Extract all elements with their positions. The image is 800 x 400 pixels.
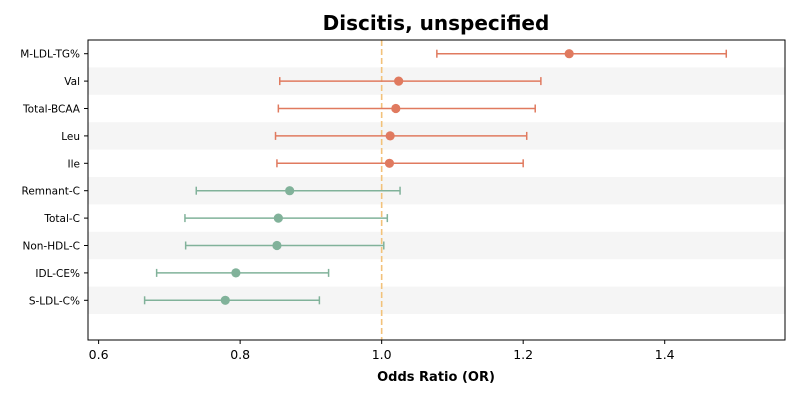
y-axis: M-LDL-TG% Val Total-BCAA Leu Ile Remnant-C Tot… <box>20 49 88 307</box>
estimate-marks <box>143 49 728 305</box>
x-tick-label: 0.8 <box>230 347 250 362</box>
y-tick-label: Non-HDL-C <box>23 241 81 253</box>
x-axis: 0.6 0.8 1.0 1.2 1.4 <box>89 340 675 362</box>
estimate-row <box>436 49 728 59</box>
or-point <box>384 158 395 168</box>
x-tick-label: 1.0 <box>372 347 392 362</box>
estimate-row <box>143 295 321 305</box>
x-tick-label: 1.4 <box>655 347 675 362</box>
y-tick-label: IDL-CE% <box>35 268 80 280</box>
estimate-row <box>195 186 401 196</box>
or-point <box>231 268 241 278</box>
or-point <box>394 76 404 86</box>
row-bands <box>88 67 785 314</box>
estimate-row <box>277 103 536 114</box>
y-tick-label: M-LDL-TG% <box>20 49 80 61</box>
estimate-row <box>184 213 389 223</box>
estimate-row <box>274 131 528 141</box>
plot-frame <box>87 39 786 341</box>
y-tick-label: Val <box>64 76 80 88</box>
x-axis-label: Odds Ratio (OR) <box>377 370 495 385</box>
y-tick-label: Leu <box>61 131 80 143</box>
estimate-row <box>276 158 524 168</box>
y-tick-label: Remnant-C <box>22 186 81 198</box>
row-band <box>88 177 785 205</box>
y-tick-label: Total-BCAA <box>22 104 81 116</box>
y-tick-label: S-LDL-C% <box>29 295 80 307</box>
estimate-row <box>155 268 330 278</box>
chart-title: Discitis, unspecified <box>323 11 550 35</box>
or-point <box>385 131 395 141</box>
or-point <box>220 295 230 305</box>
or-point <box>272 240 282 251</box>
x-tick-label: 1.2 <box>513 347 533 362</box>
y-tick-label: Total-C <box>43 213 80 225</box>
estimate-row <box>279 76 542 86</box>
y-tick-label: Ile <box>68 158 80 170</box>
or-point <box>285 186 295 196</box>
or-point <box>391 103 401 114</box>
x-tick-label: 0.6 <box>89 347 109 362</box>
or-point <box>564 49 574 59</box>
estimate-row <box>184 240 385 251</box>
or-point <box>273 213 283 223</box>
